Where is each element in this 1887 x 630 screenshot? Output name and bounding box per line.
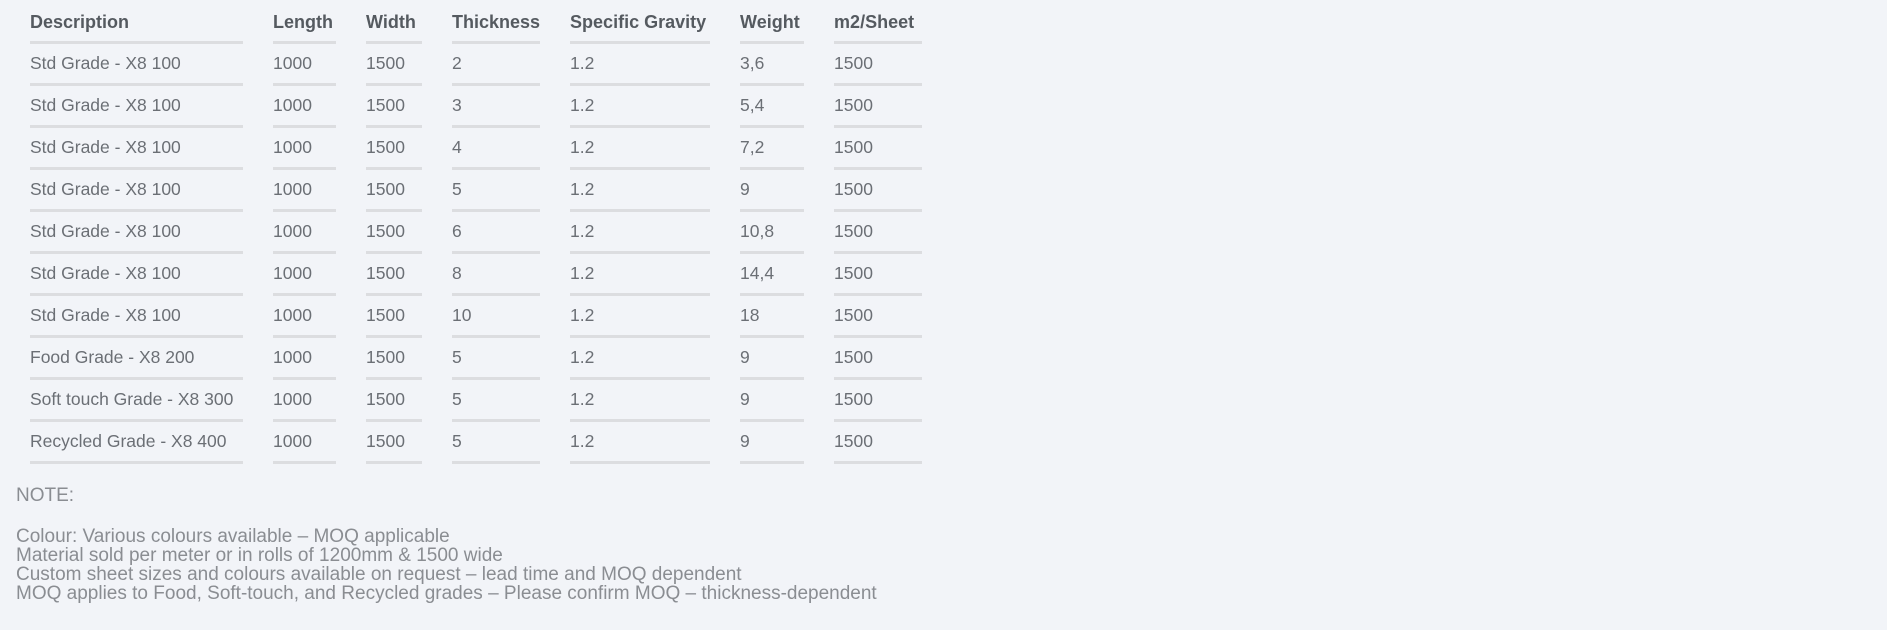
cell-length: 1000 [273, 422, 336, 464]
table-row: Std Grade - X8 100 1000 1500 10 1.2 18 1500 [30, 296, 923, 338]
product-spec-table: Description Length Width Thickness Specific … [0, 4, 952, 464]
cell-width: 1500 [366, 380, 422, 422]
cell-specific-gravity: 1.2 [570, 44, 711, 86]
cell-thickness: 8 [452, 254, 541, 296]
cell-m2-per-sheet: 1500 [834, 212, 923, 254]
note-line: Custom sheet sizes and colours available… [16, 564, 742, 585]
cell-m2-per-sheet: 1500 [834, 380, 923, 422]
cell-length: 1000 [273, 296, 336, 338]
cell-width: 1500 [366, 254, 422, 296]
table-row: Recycled Grade - X8 400 1000 1500 5 1.2 9 1500 [30, 422, 923, 464]
cell-width: 1500 [366, 170, 422, 212]
column-header-thickness: Thickness [452, 4, 541, 44]
note-line: Material sold per meter or in rolls of 1… [16, 545, 503, 566]
cell-width: 1500 [366, 44, 422, 86]
cell-thickness: 5 [452, 338, 541, 380]
cell-weight: 9 [740, 170, 805, 212]
cell-weight: 3,6 [740, 44, 805, 86]
column-header-length: Length [273, 4, 336, 44]
cell-description: Recycled Grade - X8 400 [30, 422, 243, 464]
cell-weight: 5,4 [740, 86, 805, 128]
cell-m2-per-sheet: 1500 [834, 44, 923, 86]
table-row: Soft touch Grade - X8 300 1000 1500 5 1.2 9 15… [30, 380, 923, 422]
cell-width: 1500 [366, 338, 422, 380]
table-row: Std Grade - X8 100 1000 1500 6 1.2 10,8 1500 [30, 212, 923, 254]
cell-thickness: 6 [452, 212, 541, 254]
table-header-row: Description Length Width Thickness Specific … [30, 4, 923, 44]
table-row: Std Grade - X8 100 1000 1500 2 1.2 3,6 1500 [30, 44, 923, 86]
cell-m2-per-sheet: 1500 [834, 422, 923, 464]
cell-weight: 9 [740, 338, 805, 380]
cell-description: Std Grade - X8 100 [30, 44, 243, 86]
column-header-m2-per-sheet: m2/Sheet [834, 4, 923, 44]
column-header-specific-gravity: Specific Gravity [570, 4, 711, 44]
cell-width: 1500 [366, 128, 422, 170]
cell-length: 1000 [273, 44, 336, 86]
cell-description: Soft touch Grade - X8 300 [30, 380, 243, 422]
cell-length: 1000 [273, 254, 336, 296]
cell-m2-per-sheet: 1500 [834, 296, 923, 338]
notes-title: NOTE: [16, 485, 75, 506]
cell-width: 1500 [366, 296, 422, 338]
cell-description: Std Grade - X8 100 [30, 212, 243, 254]
cell-length: 1000 [273, 170, 336, 212]
cell-specific-gravity: 1.2 [570, 380, 711, 422]
cell-weight: 9 [740, 422, 805, 464]
cell-length: 1000 [273, 128, 336, 170]
column-header-description: Description [30, 4, 243, 44]
cell-m2-per-sheet: 1500 [834, 170, 923, 212]
cell-thickness: 3 [452, 86, 541, 128]
cell-m2-per-sheet: 1500 [834, 254, 923, 296]
cell-m2-per-sheet: 1500 [834, 338, 923, 380]
cell-width: 1500 [366, 86, 422, 128]
cell-description: Std Grade - X8 100 [30, 170, 243, 212]
cell-length: 1000 [273, 212, 336, 254]
note-line: Colour: Various colours available – MOQ … [16, 526, 450, 547]
cell-specific-gravity: 1.2 [570, 254, 711, 296]
table-row: Std Grade - X8 100 1000 1500 4 1.2 7,2 1500 [30, 128, 923, 170]
cell-weight: 10,8 [740, 212, 805, 254]
table-row: Std Grade - X8 100 1000 1500 3 1.2 5,4 1500 [30, 86, 923, 128]
table-row: Food Grade - X8 200 1000 1500 5 1.2 9 1500 [30, 338, 923, 380]
cell-weight: 18 [740, 296, 805, 338]
cell-thickness: 5 [452, 170, 541, 212]
cell-thickness: 2 [452, 44, 541, 86]
cell-description: Std Grade - X8 100 [30, 296, 243, 338]
cell-specific-gravity: 1.2 [570, 212, 711, 254]
cell-specific-gravity: 1.2 [570, 86, 711, 128]
cell-thickness: 5 [452, 422, 541, 464]
cell-weight: 7,2 [740, 128, 805, 170]
cell-specific-gravity: 1.2 [570, 128, 711, 170]
cell-specific-gravity: 1.2 [570, 296, 711, 338]
cell-length: 1000 [273, 86, 336, 128]
cell-width: 1500 [366, 422, 422, 464]
table-row: Std Grade - X8 100 1000 1500 5 1.2 9 1500 [30, 170, 923, 212]
cell-length: 1000 [273, 380, 336, 422]
cell-description: Std Grade - X8 100 [30, 128, 243, 170]
cell-weight: 14,4 [740, 254, 805, 296]
cell-description: Std Grade - X8 100 [30, 254, 243, 296]
cell-thickness: 10 [452, 296, 541, 338]
cell-specific-gravity: 1.2 [570, 422, 711, 464]
cell-length: 1000 [273, 338, 336, 380]
cell-description: Std Grade - X8 100 [30, 86, 243, 128]
column-header-weight: Weight [740, 4, 805, 44]
cell-width: 1500 [366, 212, 422, 254]
cell-specific-gravity: 1.2 [570, 170, 711, 212]
cell-thickness: 5 [452, 380, 541, 422]
cell-m2-per-sheet: 1500 [834, 86, 923, 128]
cell-description: Food Grade - X8 200 [30, 338, 243, 380]
cell-m2-per-sheet: 1500 [834, 128, 923, 170]
table-row: Std Grade - X8 100 1000 1500 8 1.2 14,4 1500 [30, 254, 923, 296]
column-header-width: Width [366, 4, 422, 44]
notes-section: NOTE: Colour: Various colours available … [16, 486, 877, 603]
note-line: MOQ applies to Food, Soft-touch, and Rec… [16, 583, 877, 604]
cell-thickness: 4 [452, 128, 541, 170]
cell-weight: 9 [740, 380, 805, 422]
cell-specific-gravity: 1.2 [570, 338, 711, 380]
